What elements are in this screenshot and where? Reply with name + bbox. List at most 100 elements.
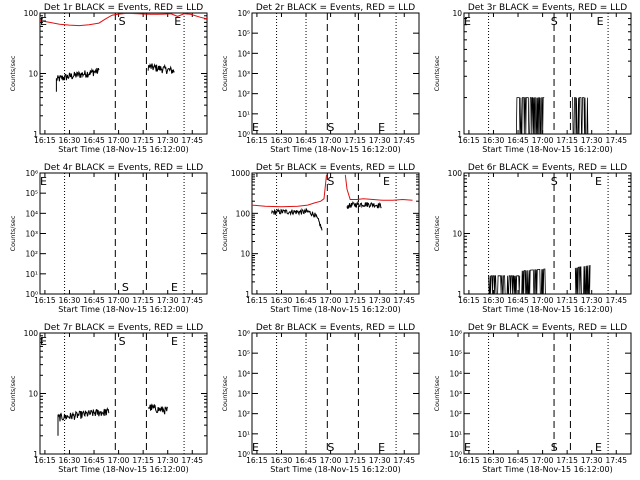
y-tick-label: 1 [245,290,250,299]
event-marker: E [595,175,602,188]
x-tick-label: 17:00 [320,296,342,305]
x-tick-label: 17:30 [369,456,391,465]
series-events-line [488,275,521,295]
series-lld-line [344,174,413,201]
panel-title: Det 2r BLACK = Events, RED = LLD [256,3,415,13]
event-marker: E [464,15,471,28]
x-tick-label: 17:45 [393,136,415,145]
event-marker: S [122,281,129,294]
y-tick-label: 10 [240,250,250,259]
panel-title: Det 8r BLACK = Events, RED = LLD [256,323,415,333]
event-marker: E [597,15,604,28]
x-tick-label: 17:00 [320,456,342,465]
y-tick-label: 10⁴ [237,49,250,58]
series-events-line [147,63,175,75]
series-lld-line [39,13,208,27]
y-tick-label: 10⁶ [25,169,38,178]
x-axis-label: Start Time (18-Nov-15 16:12:00) [58,305,188,314]
x-tick-label: 17:15 [132,296,154,305]
event-marker: S [551,175,558,188]
y-tick-label: 10 [28,390,38,399]
y-tick-label: 100 [236,209,251,218]
x-tick-label: 17:30 [581,456,603,465]
y-tick-label: 10⁰ [25,290,38,299]
x-tick-label: 17:45 [393,296,415,305]
y-tick-label: 100 [24,329,39,338]
x-tick-label: 17:30 [369,136,391,145]
y-tick-label: 10¹ [449,430,462,439]
y-tick-label: 10 [452,9,462,18]
x-tick-label: 16:45 [295,136,317,145]
event-marker: E [40,175,47,188]
event-marker: S [551,441,558,454]
x-axis-label: Start Time (18-Nov-15 16:12:00) [58,145,188,154]
x-tick-label: 17:15 [132,136,154,145]
plot-frame [463,12,632,135]
x-tick-label: 17:30 [581,296,603,305]
x-tick-label: 16:30 [59,456,81,465]
y-tick-label: 10⁰ [237,450,250,459]
x-tick-label: 17:45 [181,296,203,305]
plot-frame [251,172,420,295]
y-tick-label: 10⁶ [449,329,462,338]
x-axis-label: Start Time (18-Nov-15 16:12:00) [270,305,400,314]
x-axis-label: Start Time (18-Nov-15 16:12:00) [270,465,400,474]
x-tick-label: 17:00 [320,136,342,145]
y-tick-label: 10² [25,250,38,259]
x-tick-label: 16:30 [483,456,505,465]
y-tick-label: 10⁵ [237,29,250,38]
y-tick-label: 1 [457,130,462,139]
y-tick-label: 10⁴ [449,369,462,378]
x-tick-label: 17:15 [556,456,578,465]
y-tick-label: 10⁰ [237,130,250,139]
x-tick-label: 16:15 [458,456,480,465]
series-events-line [346,201,382,209]
y-axis-label: Counts/sec [9,55,17,91]
y-tick-label: 100 [24,9,39,18]
x-tick-label: 17:00 [532,296,554,305]
series-events-line [147,403,169,415]
x-tick-label: 16:45 [83,456,105,465]
y-tick-label: 10³ [237,390,250,399]
y-tick-label: 10¹ [237,430,250,439]
y-tick-label: 10⁵ [237,349,250,358]
y-tick-label: 10 [452,230,462,239]
panel-title: Det 6r BLACK = Events, RED = LLD [468,163,627,173]
series-events-line [519,268,546,295]
y-tick-label: 10⁴ [25,209,38,218]
series-events-line [572,97,589,135]
x-tick-label: 17:45 [605,136,627,145]
panel-title: Det 4r BLACK = Events, RED = LLD [44,163,203,173]
panel-title: Det 3r BLACK = Events, RED = LLD [468,3,627,13]
x-tick-label: 16:30 [271,456,293,465]
y-tick-label: 10¹ [25,270,38,279]
panel-title: Det 1r BLACK = Events, RED = LLD [44,3,203,13]
x-tick-label: 17:45 [605,456,627,465]
event-marker: E [40,15,47,28]
event-marker: E [595,441,602,454]
x-tick-label: 16:30 [483,296,505,305]
x-tick-label: 16:15 [458,136,480,145]
x-tick-label: 16:30 [271,296,293,305]
x-tick-label: 16:15 [34,456,56,465]
series-events-line [516,97,545,135]
y-axis-label: Counts/sec [9,375,17,411]
y-tick-label: 10³ [25,230,38,239]
x-tick-label: 16:45 [295,296,317,305]
x-tick-label: 16:15 [34,136,56,145]
event-marker: S [551,15,558,28]
event-marker: S [327,441,334,454]
event-marker: E [383,175,390,188]
x-axis-label: Start Time (18-Nov-15 16:12:00) [270,145,400,154]
y-tick-label: 10² [449,410,462,419]
x-tick-label: 16:15 [246,136,268,145]
y-tick-label: 10³ [449,390,462,399]
event-marker: E [252,121,259,134]
x-tick-label: 16:30 [271,136,293,145]
x-tick-label: 17:30 [157,296,179,305]
